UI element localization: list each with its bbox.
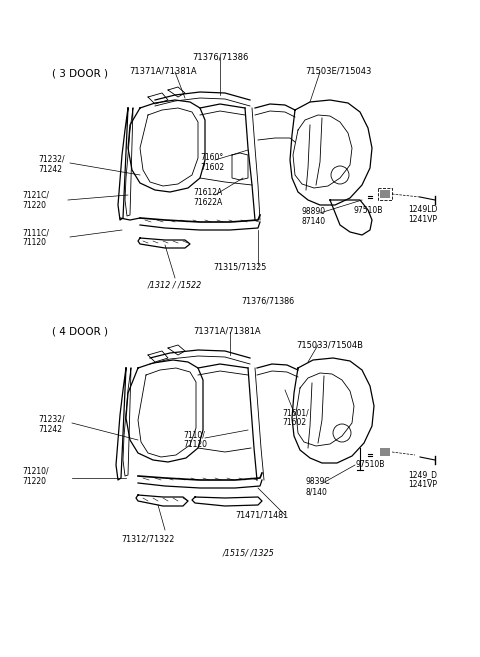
Text: /1515/ /1325: /1515/ /1325 [222, 548, 274, 557]
Text: 71315/71325: 71315/71325 [213, 263, 267, 272]
Text: 97510B: 97510B [353, 206, 383, 215]
Text: 71210/
71220: 71210/ 71220 [22, 467, 48, 486]
Text: 9839C
8/140: 9839C 8/140 [305, 477, 330, 497]
Text: 715033/71504B: 715033/71504B [297, 340, 363, 349]
Text: 1249LD
1241VP: 1249LD 1241VP [408, 205, 437, 225]
Text: 97510B: 97510B [355, 460, 384, 469]
Text: 71371A/71381A: 71371A/71381A [129, 67, 197, 76]
Text: 7111C/
71120: 7111C/ 71120 [22, 228, 49, 248]
Text: ( 4 DOOR ): ( 4 DOOR ) [52, 327, 108, 337]
Text: 71601/
71602: 71601/ 71602 [282, 408, 309, 428]
Text: 71612A
71622A: 71612A 71622A [193, 188, 222, 208]
Text: 7110/
71120: 7110/ 71120 [183, 430, 207, 449]
Text: 71376/71386: 71376/71386 [192, 52, 248, 61]
Text: 1249_D
1241VP: 1249_D 1241VP [408, 470, 437, 489]
Text: 98890
87140: 98890 87140 [302, 207, 326, 227]
Text: 7160°
71602: 7160° 71602 [200, 153, 224, 172]
Bar [380, 190, 390, 198]
Text: 71471/71481: 71471/71481 [235, 510, 288, 519]
Text: 71376/71386: 71376/71386 [241, 296, 295, 305]
Text: 71371A/71381A: 71371A/71381A [193, 327, 261, 336]
Text: 71232/
71242: 71232/ 71242 [38, 155, 65, 174]
Text: ( 3 DOOR ): ( 3 DOOR ) [52, 68, 108, 78]
Text: 7121C/
71220: 7121C/ 71220 [22, 191, 49, 210]
Text: 71503E/715043: 71503E/715043 [305, 67, 371, 76]
Text: 71312/71322: 71312/71322 [121, 534, 175, 543]
Text: /1312 / /1522: /1312 / /1522 [148, 280, 202, 289]
Bar [380, 448, 390, 456]
Text: 71232/
71242: 71232/ 71242 [38, 415, 65, 434]
